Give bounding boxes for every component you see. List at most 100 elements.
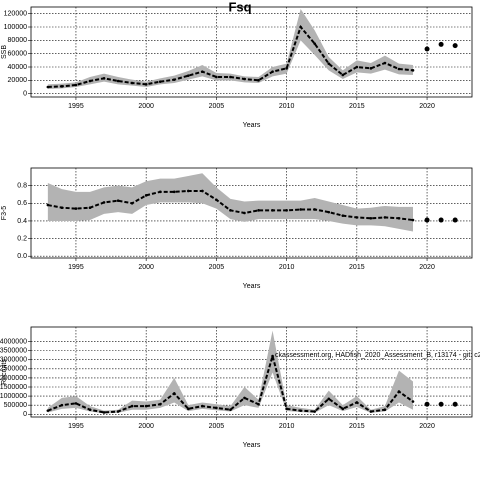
estimate-point [60,85,64,88]
projection-point [424,46,430,52]
projection-point [438,41,444,47]
estimate-point [397,390,401,393]
estimate-point [271,70,274,73]
estimate-point [271,209,274,212]
estimate-point [229,408,232,412]
x-tick-label: 2015 [349,103,365,110]
plot-frame [30,167,473,259]
y-tick-label: 120000 [4,11,27,18]
projection-point [424,401,430,407]
estimate-point [229,209,232,212]
x-tick-label: 1995 [68,103,84,110]
estimate-point [158,80,162,83]
estimate-point [158,190,162,194]
estimate-point [88,408,92,412]
y-axis-label: SSB [1,45,8,59]
estimate-point [60,403,64,407]
estimate-point [299,409,302,412]
y-tick-label: 2500000 [0,366,27,373]
estimate-point [327,397,331,401]
estimate-point [285,209,288,212]
confidence-band [47,173,414,232]
y-tick-label: 500000 [4,402,27,409]
projection-point [452,217,458,223]
estimate-point [355,65,359,69]
estimate-point [172,392,176,395]
estimate-point [116,410,120,413]
estimate-point [186,74,190,77]
x-tick-label: 2000 [138,423,154,430]
x-tick-label: 2010 [279,264,295,271]
x-tick-label: 2020 [419,103,435,110]
estimate-point [46,85,50,89]
estimate-point [74,83,78,87]
projection-point [438,217,444,223]
plot-frame [30,326,473,418]
y-tick-label: 0.2 [17,235,27,242]
estimate-point [383,61,387,65]
x-tick-label: 2005 [209,264,225,271]
y-tick-label: 80000 [8,37,28,44]
x-tick-label: 2015 [349,423,365,430]
y-tick-label: 3500000 [0,347,27,354]
estimate-point [243,211,246,215]
estimate-point [215,75,218,79]
estimate-point [88,206,92,210]
estimate-point [299,208,302,211]
estimate-point [201,70,204,73]
estimate-point [102,77,106,80]
estimate-point [243,77,246,81]
estimate-point [313,42,317,45]
estimate-point [74,402,78,405]
y-tick-label: 60000 [8,51,28,58]
y-tick-label: 3000000 [0,357,27,364]
y-axis-label: F3-5 [1,206,8,221]
estimate-point [383,408,387,412]
estimate-point [46,203,50,207]
estimate-point [144,194,148,197]
estimate-point [355,401,359,404]
estimate-point [144,83,148,86]
estimate-point [102,201,106,204]
estimate-point [172,190,176,194]
x-tick-label: 1995 [68,264,84,271]
x-axis-label: Years [243,442,261,449]
x-tick-label: 2010 [279,423,295,430]
estimate-point [74,207,78,210]
confidence-band [47,9,414,89]
estimate-point [341,214,345,217]
y-tick-label: 40000 [8,64,28,71]
x-tick-label: 2000 [138,103,154,110]
x-axis-label: Years [243,122,261,129]
projection-point [438,401,444,407]
projection-point [424,217,430,223]
estimate-point [369,216,373,220]
estimate-point [144,404,148,408]
estimate-point [299,25,302,29]
estimate-point [130,201,134,205]
estimate-point [383,216,387,219]
y-tick-label: 100000 [4,24,27,31]
y-tick-label: 0 [23,411,27,418]
estimate-point [285,67,288,70]
y-tick-label: 20000 [8,77,28,84]
estimate-point [158,402,162,406]
estimate-point [130,81,134,85]
y-tick-label: 4000000 [0,338,27,345]
estimate-point [355,216,359,219]
y-tick-label: 2000000 [0,375,27,382]
estimate-point [257,402,260,406]
estimate-point [215,406,218,410]
x-tick-label: 2010 [279,103,295,110]
estimate-point [60,206,64,210]
estimate-point [186,189,190,193]
confidence-band [47,330,414,414]
estimate-point [88,79,92,83]
y-tick-label: 0.0 [17,253,27,260]
estimate-point [102,411,106,414]
estimate-point [313,410,317,413]
x-axis-label: Years [243,283,261,290]
y-axis-label: Recruits [1,359,8,385]
projection-point [452,43,458,49]
